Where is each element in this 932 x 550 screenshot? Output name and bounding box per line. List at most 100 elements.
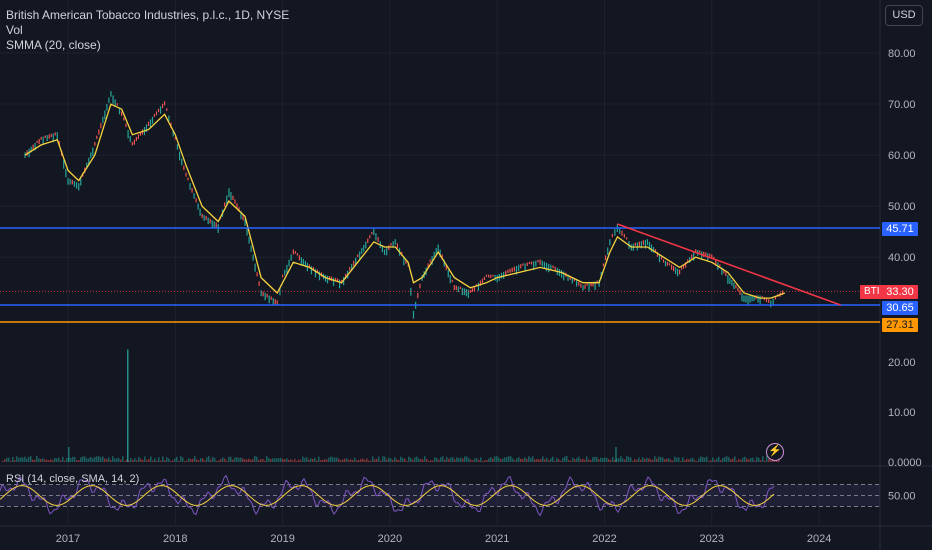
volume-bar bbox=[40, 458, 42, 462]
volume-bar bbox=[258, 460, 260, 462]
volume-bar bbox=[458, 458, 460, 462]
volume-bar bbox=[380, 460, 382, 462]
volume-bar bbox=[644, 458, 646, 462]
volume-bar bbox=[494, 456, 496, 462]
symbol-title[interactable]: British American Tobacco Industries, p.l… bbox=[6, 8, 290, 22]
volume-bar bbox=[722, 458, 724, 462]
volume-bar bbox=[588, 459, 590, 462]
volume-bar bbox=[166, 457, 168, 462]
volume-bar bbox=[230, 456, 232, 462]
price-axis-tick: 40.00 bbox=[888, 252, 916, 264]
volume-bar bbox=[526, 458, 528, 462]
volume-bar bbox=[154, 458, 156, 462]
volume-bar bbox=[74, 456, 76, 462]
volume-bar bbox=[20, 457, 22, 462]
volume-bar bbox=[690, 458, 692, 462]
volume-bar bbox=[370, 460, 372, 462]
time-axis-label: 2020 bbox=[378, 533, 402, 545]
volume-bar bbox=[174, 458, 176, 462]
volume-bar bbox=[110, 459, 112, 462]
volume-bar bbox=[324, 458, 326, 462]
volume-bar bbox=[612, 456, 614, 462]
volume-bar bbox=[492, 458, 494, 462]
volume-bar bbox=[388, 457, 390, 462]
volume-bar bbox=[470, 459, 472, 462]
volume-bar bbox=[356, 460, 358, 462]
rsi-indicator-label[interactable]: RSI (14, close, SMA, 14, 2) bbox=[6, 473, 140, 485]
volume-bar bbox=[610, 459, 612, 462]
time-axis-label: 2017 bbox=[56, 533, 80, 545]
volume-bar bbox=[542, 456, 544, 462]
volume-bar bbox=[92, 458, 94, 462]
volume-bar bbox=[368, 460, 370, 462]
volume-bar bbox=[168, 458, 170, 462]
volume-bar bbox=[78, 460, 80, 462]
volume-bar bbox=[224, 458, 226, 462]
volume-bar bbox=[608, 459, 610, 462]
volume-bar bbox=[90, 456, 92, 462]
volume-bar bbox=[530, 457, 532, 462]
volume-bar bbox=[142, 459, 144, 462]
volume-bar bbox=[704, 457, 706, 462]
volume-bar bbox=[354, 457, 356, 462]
volume-bar bbox=[544, 459, 546, 462]
volume-bar bbox=[708, 460, 710, 462]
volume-bar bbox=[148, 459, 150, 462]
volume-bar bbox=[156, 460, 158, 462]
volume-bar bbox=[550, 458, 552, 462]
volume-indicator-label[interactable]: Vol bbox=[6, 23, 23, 37]
currency-button[interactable]: USD bbox=[885, 5, 923, 26]
volume-bar bbox=[710, 460, 712, 462]
volume-bar bbox=[736, 460, 738, 462]
volume-bar bbox=[498, 457, 500, 462]
volume-bar bbox=[214, 458, 216, 462]
volume-bar bbox=[18, 457, 20, 462]
volume-bar bbox=[398, 460, 400, 462]
volume-bar bbox=[430, 460, 432, 462]
trendline[interactable] bbox=[617, 223, 841, 306]
volume-bar bbox=[192, 458, 194, 462]
volume-bar bbox=[718, 456, 720, 462]
volume-bar bbox=[136, 460, 138, 462]
volume-spike-bar bbox=[68, 447, 70, 462]
volume-bar bbox=[716, 458, 718, 462]
volume-bar bbox=[46, 459, 48, 462]
lightning-bolt-icon[interactable]: ⚡ bbox=[766, 443, 784, 461]
volume-bar bbox=[684, 460, 686, 462]
volume-bar bbox=[132, 459, 134, 462]
chart-legend: British American Tobacco Industries, p.l… bbox=[6, 8, 289, 53]
volume-bar bbox=[178, 460, 180, 462]
volume-bar bbox=[280, 457, 282, 462]
volume-bar bbox=[768, 459, 770, 462]
volume-bar bbox=[692, 457, 694, 462]
volume-bar bbox=[330, 456, 332, 462]
volume-bar bbox=[528, 456, 530, 462]
volume-bar bbox=[138, 456, 140, 462]
volume-bar bbox=[118, 458, 120, 462]
volume-bar bbox=[778, 458, 780, 462]
volume-bar bbox=[282, 459, 284, 462]
volume-bar bbox=[316, 460, 318, 462]
volume-bar bbox=[464, 456, 466, 462]
smma-indicator-label[interactable]: SMMA (20, close) bbox=[6, 38, 101, 52]
volume-bar bbox=[318, 456, 320, 462]
volume-bar bbox=[728, 457, 730, 462]
volume-bar bbox=[180, 456, 182, 462]
volume-bar bbox=[604, 457, 606, 462]
volume-bar bbox=[452, 457, 454, 462]
volume-bar bbox=[766, 456, 768, 462]
volume-bar bbox=[320, 460, 322, 462]
volume-bar bbox=[274, 458, 276, 462]
price-axis-tick: 70.00 bbox=[888, 99, 916, 111]
volume-spike-bar bbox=[127, 349, 129, 462]
volume-bar bbox=[744, 456, 746, 462]
volume-bar bbox=[194, 456, 196, 462]
volume-bar bbox=[362, 458, 364, 462]
volume-bar bbox=[546, 457, 548, 462]
volume-bar bbox=[656, 458, 658, 462]
volume-bar bbox=[334, 457, 336, 462]
volume-bar bbox=[4, 459, 6, 462]
volume-bar bbox=[614, 459, 616, 462]
volume-bar bbox=[176, 456, 178, 462]
